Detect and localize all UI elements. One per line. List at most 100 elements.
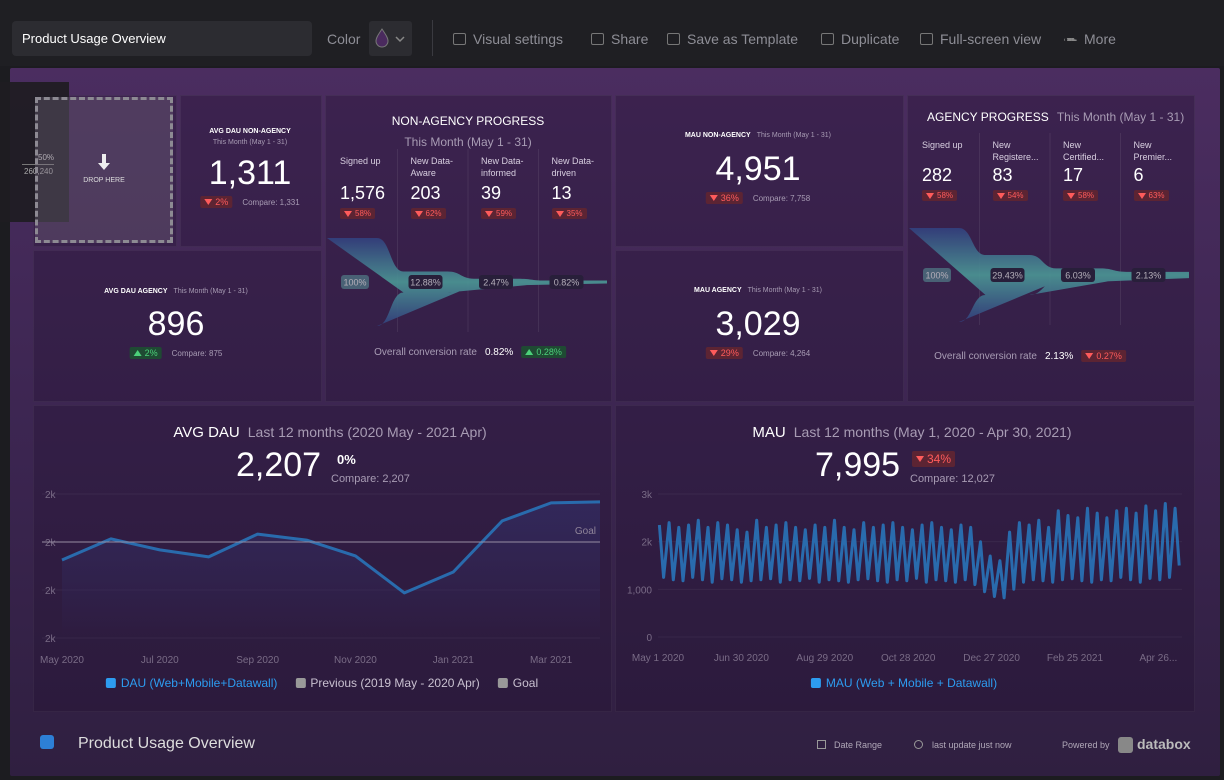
rate-pill [479,275,513,289]
rate-pill [990,268,1025,282]
stage-value: 203 [410,183,441,203]
conversion-label: Overall conversion rate [374,346,477,358]
stage-value: 282 [922,165,953,185]
stage-label: New Premier... [1133,140,1173,162]
y-tick-label: 2k [641,538,653,549]
rate-label: 0.82% [554,278,580,288]
stage-change: 62% [410,208,446,219]
kpi-period: This Month (May 1 - 31) [747,287,822,294]
legend-checkbox [497,678,508,688]
kpi-period: This Month (May 1 - 31) [173,288,248,295]
stage-label: New Data-informed [481,156,524,178]
x-tick-label: May 1 2020 [632,653,685,664]
x-tick-label: Jul 2020 [141,655,179,666]
legend-checkbox [810,678,821,688]
kpi-period: This Month (May 1 - 31) [212,139,288,146]
action-icon [667,33,680,45]
toolbar-action: Duplicate [841,31,900,47]
kpi-compare-row: 2% Compare: 1,331 [200,196,300,208]
footer-powered-by: Powered by [1062,740,1110,750]
kpi-compare: Compare: 7,758 [752,193,811,203]
legend-label: Goal [512,676,539,690]
tile [615,250,904,402]
stage-value: 6 [1133,165,1144,185]
stage-value: 17 [1063,165,1084,185]
x-tick-label: Dec 27 2020 [963,653,1020,664]
chart-header: MAU Last 12 months (May 1, 2020 - Apr 30,… [752,424,1071,441]
kpi-title: AVG DAU AGENCY [104,288,168,295]
rate-label: 2.13% [1136,271,1162,281]
footer-brand-icon [1118,737,1133,753]
action-icon [821,33,834,45]
conversion-row: Overall conversion rate 0.82% 0.28% [374,346,566,358]
funnel-shape [909,228,1189,322]
legend: DAU (Web+Mobile+Datawall) Previous (2019 … [105,676,539,690]
chart-title: MAU [752,424,786,441]
y-tick-label: 1,000 [627,585,652,596]
drag-value: 260,240 [24,167,53,176]
color-label: Color [327,31,361,47]
x-tick-label: Sep 2020 [236,655,279,666]
action-icon [591,33,604,45]
tile [180,95,322,247]
x-tick-label: Feb 25 2021 [1047,653,1104,664]
tile [33,250,322,402]
stage-value: 1,576 [340,183,386,203]
rate-label: 2.47% [483,278,509,288]
footer-date-range: Date Range [834,740,883,750]
footer-logo [40,735,54,749]
drop-label: DROP HERE [83,177,125,184]
legend-item: Previous (2019 May - 2020 Apr) [295,676,480,690]
kpi-value: 896 [147,305,205,343]
kpi-header: AVG DAU AGENCY This Month (May 1 - 31) [104,288,248,295]
chart-period: Last 12 months (2020 May - 2021 Apr) [247,424,487,440]
footer-icon [817,740,826,749]
action-icon [1064,38,1077,41]
rate-pill [549,275,584,289]
title-input[interactable] [12,21,312,56]
y-tick-label: 2k [45,538,57,549]
change-badge: 36% [705,192,743,204]
x-tick-label: Jun 30 2020 [714,653,769,664]
rate-pill [1131,268,1166,282]
legend-checkbox [295,678,306,688]
stage-change: 58% [340,208,376,219]
chart-period: Last 12 months (May 1, 2020 - Apr 30, 20… [793,424,1072,440]
stage-label: New Certified... [1063,140,1105,162]
drop-arrow-head [98,163,110,170]
drag-panel [0,82,69,222]
change-badge: 2% [129,347,162,359]
change-badge: 29% [705,347,743,359]
chart-change: 34% [912,451,956,467]
chart-compare: Compare: 2,207 [331,473,410,485]
y-tick-label: 0 [646,633,652,644]
stage-change: 35% [551,208,587,219]
kpi-value: 3,029 [715,305,801,343]
footer-icon [914,740,923,749]
x-tick-label: Aug 29 2020 [796,653,853,664]
rate-label: 100% [343,278,366,288]
kpi-period: This Month (May 1 - 31) [756,132,832,139]
rate-pill [923,268,951,282]
area [62,501,600,638]
kpi-title: MAU NON-AGENCY [684,132,751,139]
kpi-compare-row: 36% Compare: 7,758 [705,192,811,204]
toolbar-action: Visual settings [473,31,564,47]
stage-value: 39 [481,183,502,203]
x-tick-label: Oct 28 2020 [881,653,936,664]
kpi-compare: Compare: 4,264 [752,348,811,358]
stage-change: 58% [922,190,958,201]
conversion-label: Overall conversion rate [934,350,1037,362]
stage-value: 13 [551,183,572,203]
toolbar-action: Share [611,31,649,47]
kpi-compare-row: 29% Compare: 4,264 [705,347,811,359]
chart-value: 7,995 [815,446,901,484]
divider [432,20,433,56]
kpi-title: AVG DAU NON-AGENCY [209,128,291,135]
kpi-compare: Compare: 875 [171,348,223,358]
stage-change: 58% [1063,190,1099,201]
goal-label: Goal [575,526,596,537]
chart-change: 0% [337,452,356,467]
action-icon [453,33,466,45]
